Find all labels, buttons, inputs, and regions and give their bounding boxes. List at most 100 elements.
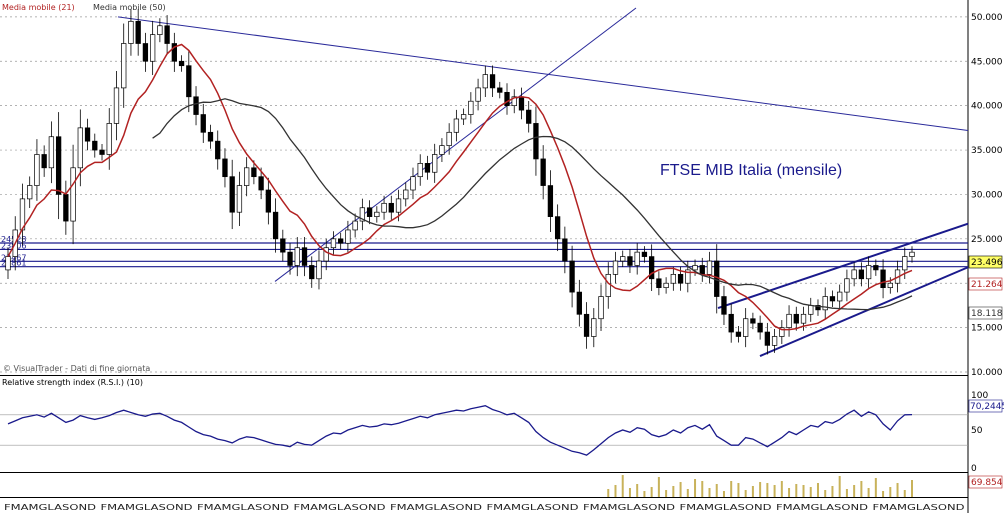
candle-body (540, 158, 546, 186)
candle-body (757, 322, 763, 333)
candle-body (258, 176, 264, 191)
candle (323, 238, 329, 271)
candle (70, 144, 76, 245)
candle-body (598, 296, 604, 320)
candle-body (113, 87, 120, 124)
x-tick-label: FMAMGLASOND (101, 503, 193, 512)
candle (656, 271, 662, 296)
candle (178, 55, 185, 72)
candle-body (844, 278, 850, 293)
volume-bar (672, 486, 675, 497)
volume-bar (665, 490, 668, 497)
candle (721, 285, 727, 325)
candle (251, 160, 257, 185)
rsi-series-line (7, 405, 913, 456)
candle-body (641, 251, 648, 257)
y-tick-label: 50.000 (971, 13, 1003, 23)
candle-body (547, 185, 554, 217)
candle (27, 176, 33, 208)
candle (330, 231, 337, 256)
candle-body (873, 265, 879, 271)
volume-bar (715, 484, 718, 497)
candle (446, 123, 452, 155)
candle-body (236, 185, 243, 213)
ma50-value-label: 18.118 (971, 309, 1003, 319)
candle-body (706, 260, 713, 275)
candle (215, 130, 221, 170)
volume-bar (896, 483, 899, 497)
candle (113, 71, 120, 141)
candle (858, 262, 865, 287)
candle (822, 287, 828, 319)
volume-bar (686, 489, 689, 497)
candle-body (171, 43, 177, 62)
candle (186, 50, 192, 113)
candle-body (612, 260, 619, 275)
candle-body (779, 327, 785, 337)
candle-body (786, 313, 792, 328)
candle (468, 92, 474, 124)
candle-body (280, 238, 286, 253)
candle (576, 279, 582, 327)
candle (193, 86, 199, 126)
candle (424, 155, 431, 180)
candle (92, 133, 98, 158)
last-price-badge: 23.496 (968, 255, 1003, 269)
candle (345, 220, 351, 253)
candle-body (837, 291, 843, 302)
candle-body (432, 154, 438, 173)
volume-bar (824, 490, 827, 497)
volume-bar (860, 481, 863, 497)
candle-body (200, 114, 206, 133)
candle (547, 170, 554, 232)
candlesticks (5, 9, 915, 355)
source-note: © VisualTrader - Dati di fine giornata (3, 364, 150, 373)
volume-bar (737, 483, 740, 497)
support-trendline (274, 7, 637, 282)
candle-body (677, 273, 684, 284)
price-y-axis: 10.00015.00020.00025.00030.00035.00040.0… (971, 13, 1003, 378)
candle-body (294, 247, 300, 266)
candle-body (453, 118, 460, 133)
candle (634, 243, 640, 275)
volume-bar (838, 476, 841, 497)
volume-last-badge: 69.854 (968, 475, 1003, 489)
candle-body (395, 198, 402, 213)
candle-body (887, 282, 893, 289)
candle-body (504, 91, 510, 107)
x-tick-label: FMAMGLASOND (583, 503, 675, 512)
rsi-y-tick-label: 100 (971, 391, 988, 401)
candle (157, 18, 163, 43)
ma21-badge: 21.264 (968, 277, 1003, 291)
candle (388, 195, 394, 220)
volume-bar (730, 481, 733, 497)
candle (34, 139, 40, 201)
candle-body (743, 318, 749, 337)
volume-bar (845, 489, 848, 497)
candle-body (330, 238, 337, 249)
volume-bar (701, 481, 704, 497)
candle (909, 246, 915, 263)
candle (873, 259, 879, 276)
candle (84, 118, 91, 151)
candle (533, 106, 539, 176)
candle-body (497, 87, 503, 93)
y-tick-label: 25.000 (971, 235, 1003, 245)
channel-upper-line (717, 222, 969, 310)
candle (301, 237, 308, 277)
candle-body (518, 96, 525, 111)
candle-body (793, 313, 799, 324)
candle-body (692, 265, 698, 271)
x-tick-label: FMAMGLASOND (873, 503, 965, 512)
candle-body (178, 60, 185, 67)
candle-body (287, 251, 293, 266)
candle (851, 262, 857, 287)
candle-body (880, 269, 886, 289)
candle-body (338, 238, 344, 244)
candle-body (164, 25, 170, 44)
candle-body (309, 265, 315, 280)
candle-body (685, 269, 691, 284)
candle-body (446, 131, 452, 146)
y-tick-label: 30.000 (971, 190, 1003, 200)
candle (381, 195, 387, 220)
